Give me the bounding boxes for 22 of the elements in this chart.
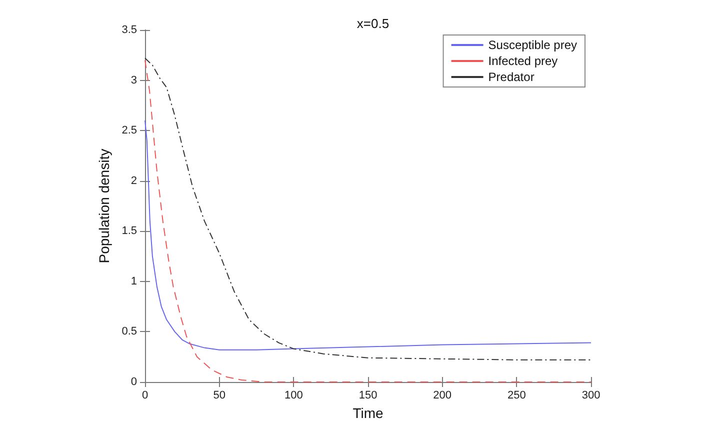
x-tick-label: 300	[582, 390, 600, 402]
legend-label: Predator	[488, 70, 534, 84]
x-tick-label: 200	[433, 390, 452, 402]
y-tick-label: 1	[130, 275, 137, 288]
legend-label: Susceptible prey	[488, 38, 577, 52]
y-tick-label: 2.5	[122, 124, 137, 137]
y-tick-label: 2	[130, 174, 137, 187]
x-tick-label: 250	[507, 390, 526, 402]
line-series	[144, 120, 592, 350]
x-tick-label: 0	[142, 390, 148, 402]
y-tick-label: 1.5	[122, 225, 137, 238]
y-axis-title: Population density	[96, 148, 112, 264]
chart-title: x=0.5	[356, 16, 390, 31]
y-tick-label: 3	[130, 74, 137, 86]
legend-label: Infected prey	[488, 54, 558, 68]
y-tick-label: 0.5	[122, 326, 137, 338]
x-tick-label: 150	[358, 390, 378, 402]
y-tick-label: 0	[130, 376, 137, 388]
x-axis-title: Time	[352, 404, 384, 421]
x-tick-label: 100	[284, 390, 303, 402]
x-tick-label: 50	[213, 390, 226, 402]
y-tick-label: 3.5	[122, 24, 137, 36]
